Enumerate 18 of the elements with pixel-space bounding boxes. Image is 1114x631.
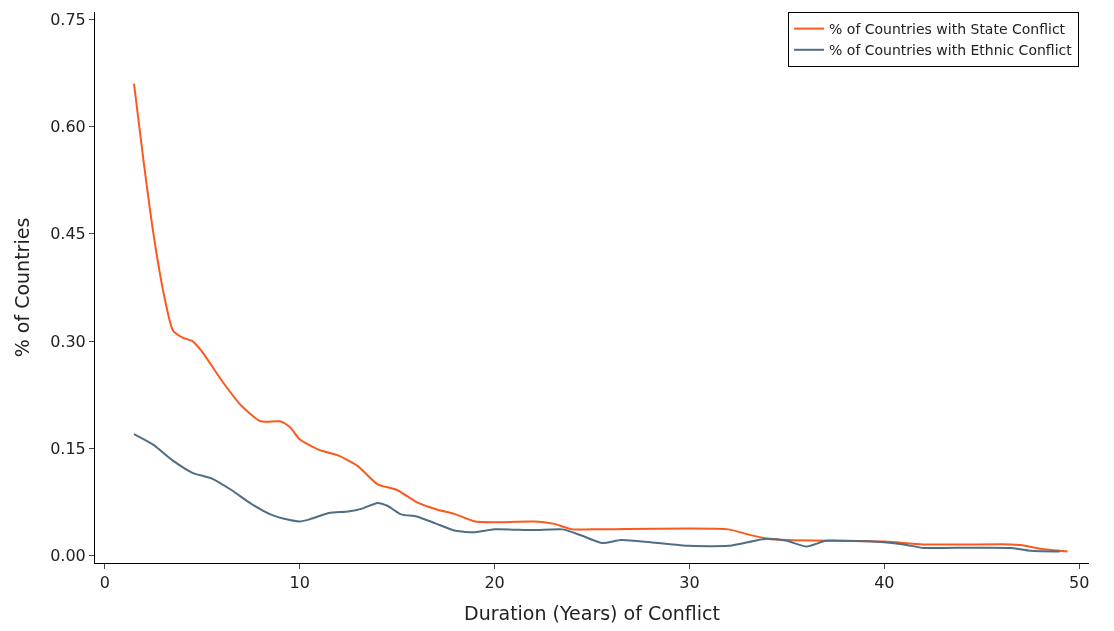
y-tick-label: 0.45	[50, 224, 86, 244]
x-axis-title: Duration (Years) of Conflict	[464, 602, 720, 624]
legend-label: % of Countries with Ethnic Conflict	[829, 42, 1073, 59]
legend-label: % of Countries with State Conflict	[829, 21, 1066, 38]
x-tick-label: 40	[874, 573, 895, 593]
y-tick-label: 0.15	[50, 439, 86, 459]
x-tick-label: 50	[1069, 573, 1090, 593]
x-tick-label: 10	[289, 573, 310, 593]
x-tick-label: 20	[484, 573, 505, 593]
line-series	[132, 433, 1061, 553]
x-tick-label: 30	[679, 573, 700, 593]
line-series	[132, 82, 1069, 553]
y-tick-label: 0.75	[50, 9, 86, 29]
y-axis-title: % of Countries	[11, 217, 34, 358]
y-tick-label: 0.60	[50, 117, 86, 137]
y-tick-label: 0.00	[50, 546, 86, 566]
y-tick-label: 0.30	[50, 331, 86, 351]
x-tick-label: 0	[99, 573, 110, 593]
